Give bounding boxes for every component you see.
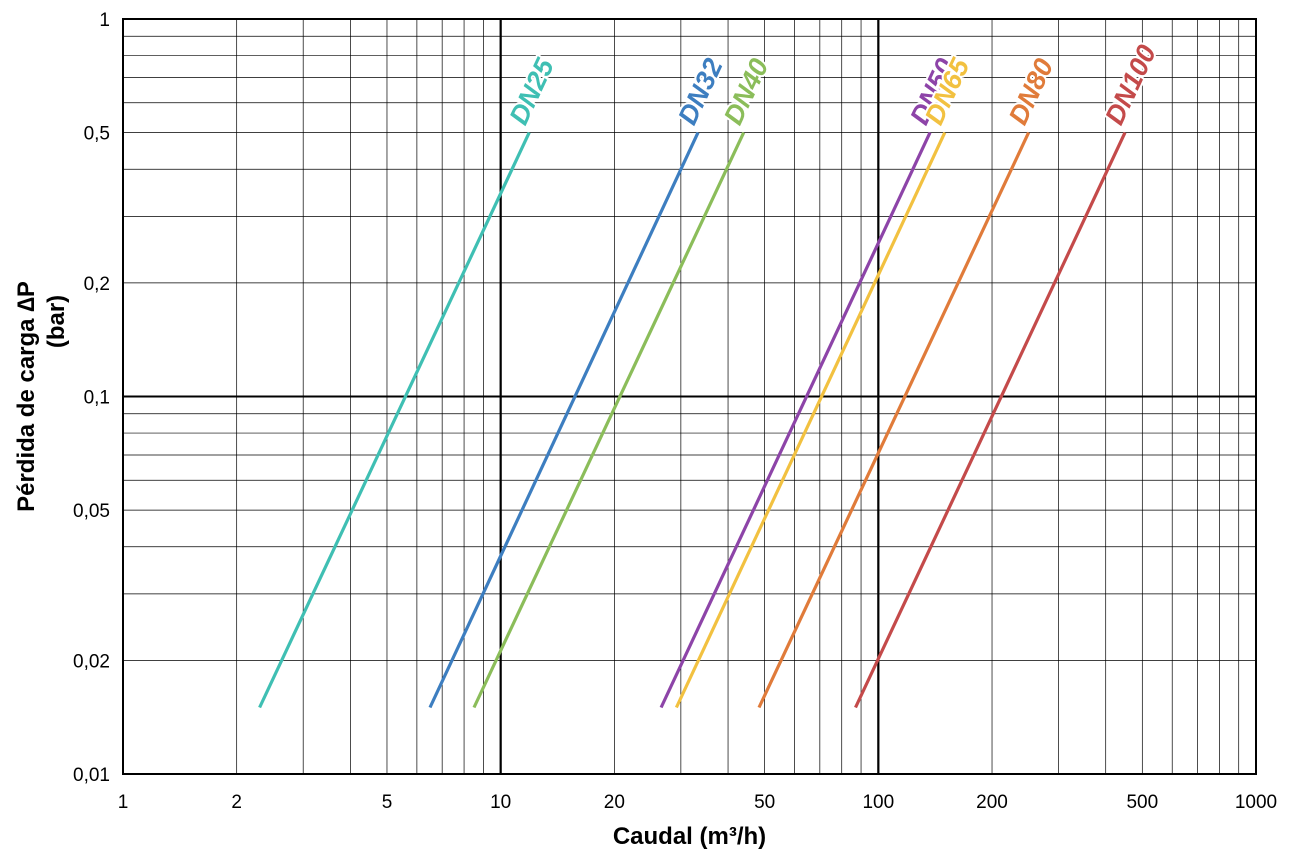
y-tick-label: 0,05 <box>73 501 110 522</box>
y-tick-label: 0,2 <box>84 274 110 295</box>
x-tick-label: 10 <box>490 792 511 813</box>
y-tick-label: 1 <box>99 10 110 31</box>
y-axis-title-line-2: (bar) <box>43 295 70 348</box>
x-tick-label: 5 <box>382 792 393 813</box>
series-line-dn32 <box>428 131 700 709</box>
x-tick-label: 200 <box>976 792 1008 813</box>
x-tick-label: 100 <box>862 792 894 813</box>
y-axis-title-line-1: Pérdida de carga ∆P <box>13 281 40 512</box>
x-tick-label: 20 <box>604 792 625 813</box>
x-tick-labels: 1 2 5 10 20 50 100 200 500 1000 <box>118 792 1277 813</box>
plot-frame <box>122 18 1257 775</box>
y-tick-label: 0,01 <box>73 765 110 786</box>
x-tick-label: 50 <box>754 792 775 813</box>
y-tick-label: 0,5 <box>84 124 110 145</box>
x-tick-label: 1 <box>118 792 129 813</box>
y-tick-label: 0,1 <box>84 388 110 409</box>
series-line-dn100 <box>854 131 1127 709</box>
series-line-dn40 <box>472 131 746 709</box>
series-line-dn25 <box>258 131 531 709</box>
series-line-dn80 <box>757 131 1031 709</box>
x-tick-label: 500 <box>1126 792 1158 813</box>
x-tick-label: 2 <box>231 792 242 813</box>
y-tick-labels: 0,01 0,02 0,05 0,1 0,2 0,5 1 <box>73 10 110 786</box>
x-axis-title: Caudal (m³/h) <box>613 823 766 850</box>
series-line-dn50 <box>659 131 932 709</box>
series-line-dn65 <box>674 131 947 709</box>
x-tick-label: 1000 <box>1235 792 1277 813</box>
y-tick-label: 0,02 <box>73 651 110 672</box>
